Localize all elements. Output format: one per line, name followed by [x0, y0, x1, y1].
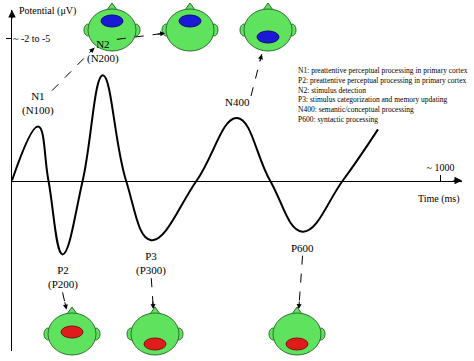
svg-text:~ -2 to -5: ~ -2 to -5 [13, 33, 50, 44]
svg-text:~ 1000: ~ 1000 [427, 162, 455, 173]
svg-text:N1: preattentive perceptual pr: N1: preattentive perceptual processing i… [298, 66, 468, 124]
svg-text:P2(P200): P2(P200) [48, 264, 78, 291]
svg-text:N2(N200): N2(N200) [87, 38, 119, 65]
svg-text:P3(P300): P3(P300) [136, 250, 166, 277]
svg-text:N400: N400 [225, 96, 250, 108]
svg-text:Time (ms): Time (ms) [418, 193, 460, 205]
svg-text:N1(N100): N1(N100) [22, 90, 54, 117]
svg-text:P600: P600 [291, 242, 314, 254]
svg-text:Potential (μV): Potential (μV) [19, 5, 76, 17]
